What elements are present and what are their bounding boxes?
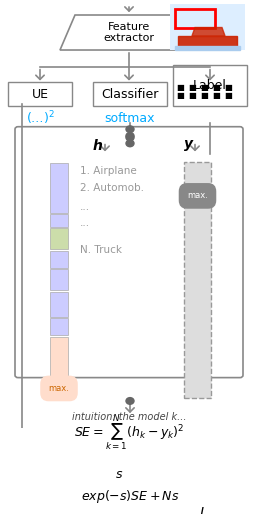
- Text: ■: ■: [200, 83, 208, 92]
- FancyBboxPatch shape: [50, 228, 68, 249]
- Circle shape: [126, 134, 134, 141]
- FancyBboxPatch shape: [184, 162, 211, 398]
- FancyBboxPatch shape: [191, 504, 215, 514]
- Text: max.: max.: [49, 384, 69, 393]
- FancyBboxPatch shape: [50, 269, 68, 290]
- FancyBboxPatch shape: [50, 337, 68, 395]
- FancyBboxPatch shape: [170, 4, 245, 50]
- Circle shape: [126, 133, 134, 139]
- FancyBboxPatch shape: [50, 292, 68, 317]
- Circle shape: [126, 140, 134, 146]
- Text: Classifier: Classifier: [101, 88, 159, 101]
- Polygon shape: [192, 28, 225, 36]
- Text: N. Truck: N. Truck: [80, 245, 122, 255]
- Text: UE: UE: [31, 88, 49, 101]
- Text: ■: ■: [212, 83, 220, 92]
- FancyBboxPatch shape: [50, 251, 68, 268]
- Text: ...: ...: [80, 218, 90, 228]
- Text: ...: ...: [80, 201, 90, 212]
- FancyBboxPatch shape: [50, 214, 68, 227]
- FancyBboxPatch shape: [75, 468, 105, 480]
- Text: 2. Automob.: 2. Automob.: [80, 182, 144, 193]
- Text: max.: max.: [187, 191, 208, 200]
- Circle shape: [146, 448, 154, 454]
- Text: ■: ■: [212, 91, 220, 100]
- Text: intuition: the model k...: intuition: the model k...: [72, 412, 186, 422]
- Text: ■: ■: [188, 91, 196, 100]
- Text: $(\ldots)^2$: $(\ldots)^2$: [26, 109, 54, 127]
- Circle shape: [148, 508, 162, 514]
- Text: ■: ■: [176, 83, 184, 92]
- Text: $exp(-s)SE + Ns$: $exp(-s)SE + Ns$: [81, 488, 179, 505]
- Text: Feature
extractor: Feature extractor: [103, 22, 155, 43]
- FancyBboxPatch shape: [50, 319, 68, 335]
- Polygon shape: [60, 15, 200, 50]
- Text: $\boldsymbol{h}$: $\boldsymbol{h}$: [92, 138, 103, 153]
- Text: softmax: softmax: [105, 112, 155, 125]
- Text: ■: ■: [224, 91, 232, 100]
- Text: ■: ■: [176, 91, 184, 100]
- Text: ■: ■: [224, 83, 232, 92]
- Text: $s$: $s$: [115, 468, 123, 481]
- Circle shape: [126, 510, 134, 514]
- Polygon shape: [178, 36, 237, 46]
- Text: ■: ■: [188, 83, 196, 92]
- Text: $\boldsymbol{y}$: $\boldsymbol{y}$: [183, 138, 195, 153]
- Text: Label: Label: [193, 79, 227, 93]
- FancyBboxPatch shape: [173, 65, 247, 106]
- FancyBboxPatch shape: [15, 127, 243, 378]
- FancyBboxPatch shape: [8, 82, 72, 106]
- Circle shape: [126, 126, 134, 133]
- Polygon shape: [175, 46, 240, 50]
- FancyBboxPatch shape: [93, 82, 167, 106]
- Text: $SE = \sum_{k=1}^{N}(h_k - y_k)^2$: $SE = \sum_{k=1}^{N}(h_k - y_k)^2$: [74, 412, 184, 453]
- FancyBboxPatch shape: [50, 162, 68, 213]
- Text: 1. Airplane: 1. Airplane: [80, 166, 137, 176]
- Circle shape: [126, 398, 134, 405]
- Text: ■: ■: [200, 91, 208, 100]
- FancyBboxPatch shape: [27, 483, 233, 511]
- Text: $L$: $L$: [199, 506, 207, 514]
